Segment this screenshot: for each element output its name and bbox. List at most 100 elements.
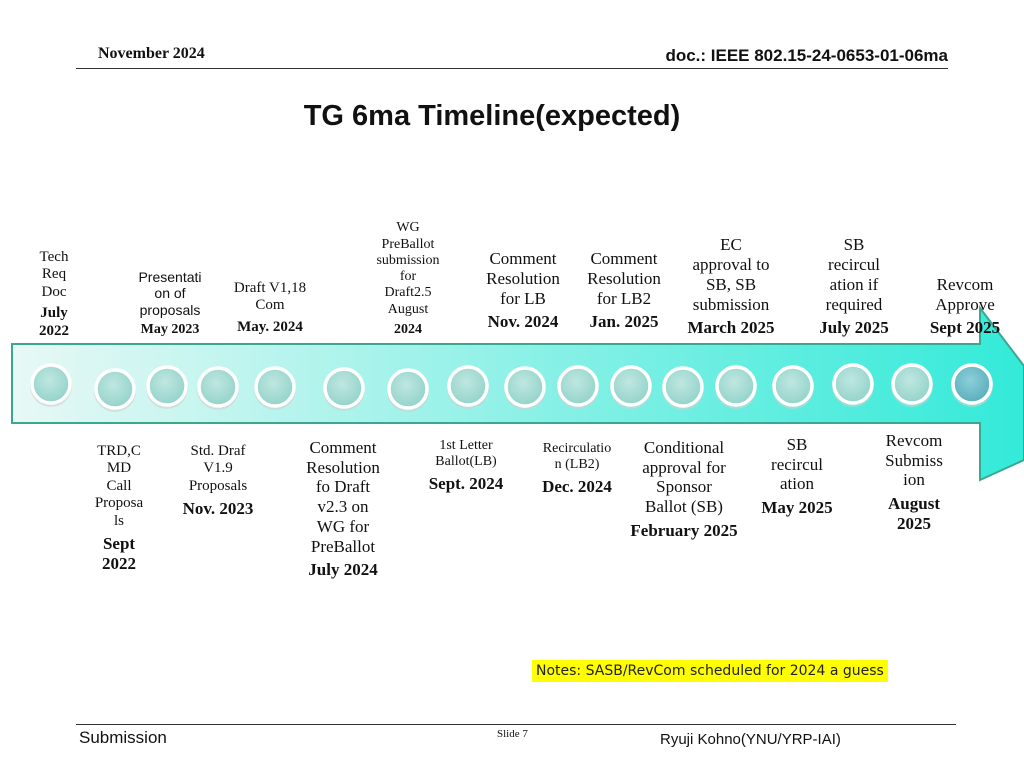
milestone-top-8: SB recircul ation if required July 2025 <box>814 235 894 338</box>
milestone-date: Nov. 2023 <box>182 499 254 519</box>
milestone-text-line: v2.3 on <box>317 497 369 517</box>
milestone-text-line: Resolution <box>486 268 560 288</box>
timeline-dot <box>832 363 874 405</box>
milestone-date: July 2022 <box>39 305 69 339</box>
milestone-text-line: ls <box>113 512 124 529</box>
milestone-text-line: Ballot(LB) <box>435 454 497 470</box>
milestone-text-line: Resolution <box>306 457 380 477</box>
milestone-text-line: submission <box>376 252 440 268</box>
milestone-date: March 2025 <box>687 318 775 338</box>
milestone-text-line: WG <box>396 220 420 236</box>
timeline-dot <box>891 363 933 405</box>
milestone-text-line: for LB <box>500 288 546 308</box>
milestone-text-line: EC <box>720 235 742 255</box>
milestone-date: July 2025 <box>819 318 889 338</box>
milestone-text-line: for LB2 <box>596 288 652 308</box>
milestone-text-line: PreBallot <box>381 236 435 252</box>
milestone-text-line: V1.9 <box>203 460 233 477</box>
milestone-bottom-5: Recirculatio n (LB2) Dec. 2024 <box>530 441 625 497</box>
header-divider <box>76 68 948 69</box>
timeline-dot <box>323 367 365 409</box>
milestone-date: Dec. 2024 <box>542 477 612 497</box>
milestone-text-line: Draft2.5 <box>384 285 432 301</box>
milestone-bottom-6: Conditional approval for Sponsor Ballot (SB… <box>629 438 739 541</box>
milestone-text-line: Doc <box>41 283 67 300</box>
milestone-text-line: for <box>399 269 417 285</box>
milestone-date: May 2023 <box>140 321 200 337</box>
milestone-text-line: Approve <box>935 294 995 314</box>
milestone-text-line: WG for <box>316 516 370 536</box>
milestone-text-line: Recirculatio <box>542 441 612 456</box>
timeline-dot <box>197 366 239 408</box>
footer-submission: Submission <box>79 728 167 747</box>
milestone-date: August 2025 <box>888 494 940 533</box>
milestone-date: 2024 <box>394 321 422 337</box>
milestone-text-line: Call <box>106 477 132 494</box>
milestone-text-line: SB <box>843 235 865 255</box>
timeline-dot <box>662 366 704 408</box>
milestone-date: May. 2024 <box>237 318 303 335</box>
milestone-text-line: Req <box>41 266 67 283</box>
milestone-bottom-4: 1st Letter Ballot(LB) Sept. 2024 <box>421 438 511 494</box>
milestone-bottom-1: TRD,C MD Call Proposa ls Sept 2022 <box>84 443 154 573</box>
milestone-top-7: EC approval to SB, SB submission March 2025 <box>681 235 781 338</box>
milestone-date: Nov. 2024 <box>487 312 559 332</box>
milestone-text-line: ation <box>780 474 814 494</box>
milestone-text-line: fo Draft <box>315 477 371 497</box>
milestone-bottom-8: Revcom Submiss ion August 2025 <box>874 431 954 534</box>
milestone-text-line: Proposals <box>188 477 248 494</box>
milestone-text-line: Revcom <box>885 431 943 450</box>
milestone-text-line: ion <box>903 470 925 490</box>
footer-divider <box>76 724 956 725</box>
milestone-text-line: Comment <box>489 249 557 269</box>
milestone-text-line: Sponsor <box>656 477 712 497</box>
milestone-text-line: recircul <box>771 454 823 474</box>
milestone-top-1: Tech Req Doc July 2022 <box>29 249 79 340</box>
milestone-date: Sept 2022 <box>102 533 136 573</box>
milestone-text-line: recircul <box>828 255 880 275</box>
milestone-text-line: ation if <box>829 274 879 294</box>
milestone-text-line: submission <box>692 294 770 314</box>
milestone-top-6: Comment Resolution for LB2 Jan. 2025 <box>574 249 674 332</box>
milestone-top-4: WG PreBallot submission for Draft2.5 August 20… <box>363 220 453 338</box>
milestone-text-line: Presentati <box>138 269 202 286</box>
timeline-dot <box>951 363 993 405</box>
milestone-text-line: approval for <box>642 457 726 477</box>
timeline-dot <box>610 365 652 407</box>
milestone-text-line: Comment <box>590 249 658 269</box>
header-doc-id: doc.: IEEE 802.15-24-0653-01-06ma <box>665 46 948 65</box>
milestone-text-line: Std. Draf <box>190 443 246 459</box>
milestone-text-line: Draft V1,18 <box>233 279 307 296</box>
slide-title: TG 6ma Timeline(expected) <box>303 100 681 132</box>
milestone-date: Sept 2025 <box>929 318 1001 338</box>
milestone-text-line: TRD,C <box>97 443 141 459</box>
notes-callout: Notes: SASB/RevCom scheduled for 2024 a … <box>532 660 888 682</box>
milestone-bottom-2: Std. Draf V1.9 Proposals Nov. 2023 <box>178 443 258 519</box>
timeline-dot <box>504 366 546 408</box>
timeline-dot <box>254 366 296 408</box>
milestone-text-line: Revcom <box>936 274 994 294</box>
timeline-dot <box>715 365 757 407</box>
milestone-bottom-7: SB recircul ation May 2025 <box>757 435 837 518</box>
milestone-top-9: Revcom Approve Sept 2025 <box>925 275 1005 338</box>
milestone-text-line: Conditional <box>643 438 725 457</box>
milestone-text-line: approval to <box>692 255 770 275</box>
milestone-top-5: Comment Resolution for LB Nov. 2024 <box>473 249 573 332</box>
milestone-text-line: August <box>387 301 429 317</box>
milestone-date: Jan. 2025 <box>589 312 659 332</box>
milestone-text-line: Submiss <box>885 450 943 470</box>
timeline-dot <box>387 368 429 410</box>
footer-slide-number: Slide 7 <box>497 728 528 740</box>
timeline-dot <box>30 363 72 405</box>
timeline-dot <box>146 365 188 407</box>
timeline-dot <box>94 368 136 410</box>
milestone-date: May 2025 <box>761 498 833 518</box>
milestone-text-line: Ballot (SB) <box>645 497 723 517</box>
milestone-text-line: SB <box>786 435 808 454</box>
milestone-date: Sept. 2024 <box>428 474 504 494</box>
milestone-text-line: Proposa <box>94 495 144 512</box>
timeline-dot <box>557 365 599 407</box>
milestone-top-2: Presentati on of proposals May 2023 <box>130 269 210 338</box>
milestone-date: July 2024 <box>308 560 378 580</box>
